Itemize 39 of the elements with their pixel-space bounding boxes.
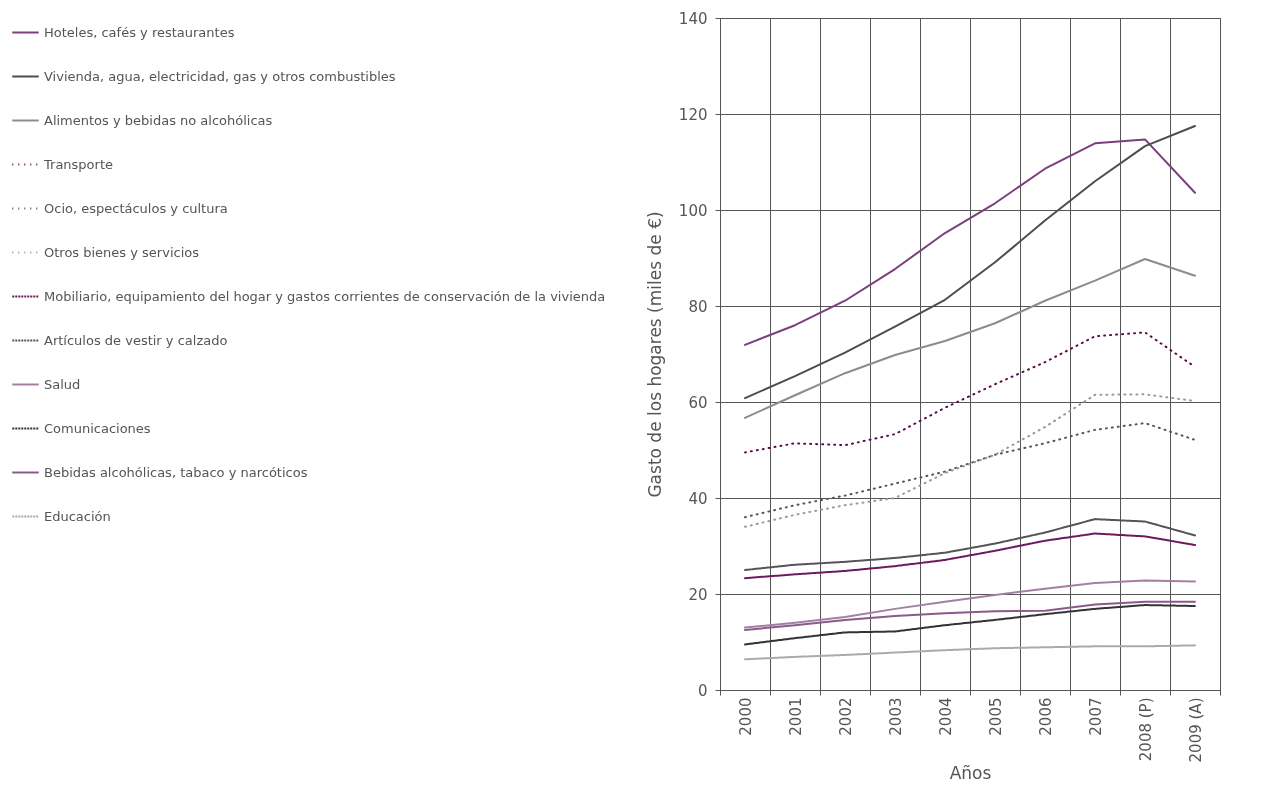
y-tick-label: 80: [688, 297, 708, 316]
line-series: [744, 257, 1196, 419]
line-series: [744, 644, 1196, 661]
y-axis-title: Gasto de los hogares (miles de €): [644, 211, 665, 498]
x-tick-label: 2008 (P): [1136, 697, 1155, 762]
x-tick-label: 2000: [736, 697, 755, 736]
legend-label: Educación: [44, 508, 111, 524]
legend-label: Artículos de vestir y calzado: [44, 332, 228, 348]
legend-label: Bebidas alcohólicas, tabaco y narcóticos: [44, 464, 308, 480]
legend-label: Comunicaciones: [44, 420, 151, 436]
x-tick-label: 2002: [836, 697, 855, 736]
x-tick-label: 2009 (A): [1186, 697, 1205, 763]
line-series: [744, 604, 1196, 646]
legend-label: Hoteles, cafés y restaurantes: [44, 24, 235, 40]
x-axis-title: Años: [949, 763, 992, 784]
line-series: [744, 138, 1196, 346]
y-tick-label: 0: [697, 681, 708, 700]
x-tick-label: 2001: [786, 697, 805, 736]
x-tick-label: 2003: [886, 697, 905, 736]
y-tick-label: 40: [688, 489, 708, 508]
legend-label: Mobiliario, equipamiento del hogar y gastos corrientes de conservación de la vivienda: [44, 288, 606, 304]
y-tick-label: 100: [678, 201, 708, 220]
line-series: [744, 579, 1196, 629]
y-tick-label: 60: [688, 393, 708, 412]
line-series: [744, 600, 1196, 631]
x-tick-label: 2005: [986, 697, 1005, 736]
legend-label: Vivienda, agua, electricidad, gas y otros combustibles: [44, 68, 396, 84]
line-series: [744, 532, 1196, 580]
y-tick-label: 120: [678, 105, 708, 124]
legend-label: Ocio, espectáculos y cultura: [44, 200, 228, 216]
legend-label: Alimentos y bebidas no alcohólicas: [44, 112, 273, 128]
x-tick-label: 2004: [936, 697, 955, 736]
y-tick-label: 140: [678, 9, 708, 28]
x-tick-label: 2006: [1036, 697, 1055, 736]
legend-label: Otros bienes y servicios: [44, 244, 200, 260]
x-tick-label: 2007: [1086, 697, 1105, 736]
y-tick-label: 20: [688, 585, 708, 604]
legend-label: Salud: [44, 376, 81, 392]
legend-label: Transporte: [43, 156, 113, 172]
